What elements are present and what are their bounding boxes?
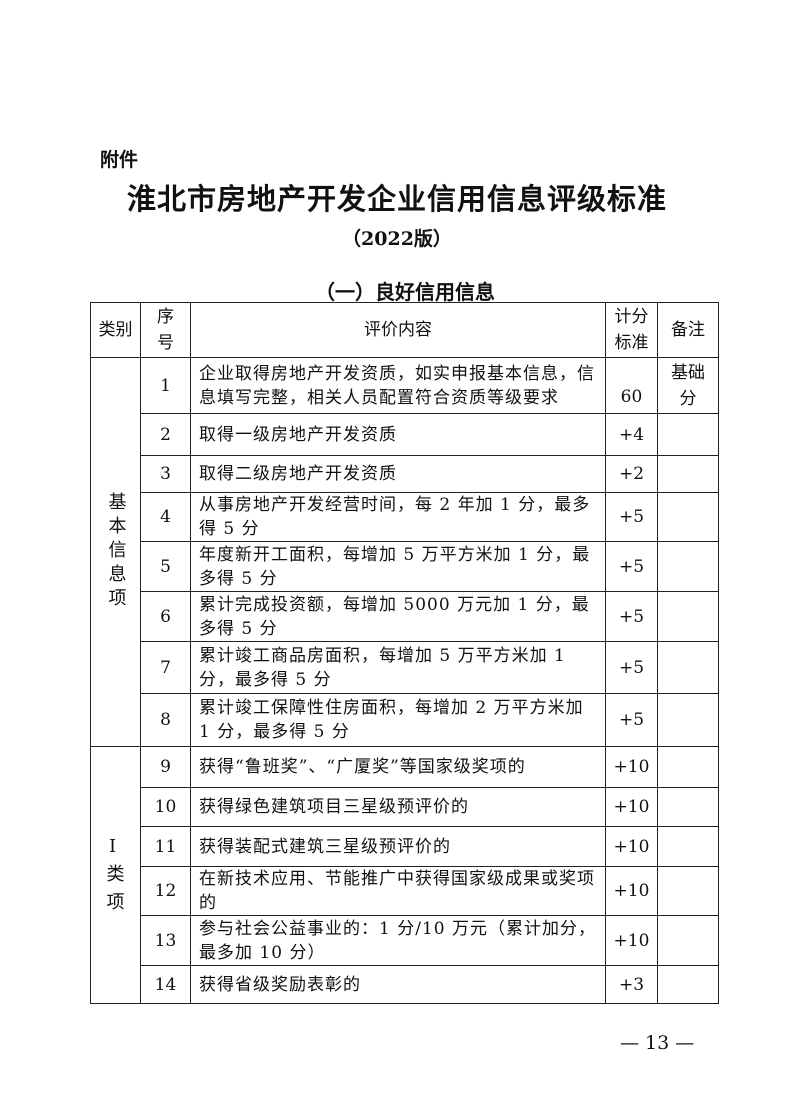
table-row: 13 参与社会公益事业的：1 分/10 万元（累计加分，最多加 10 分） +10 [91, 915, 719, 966]
seq-cell: 11 [140, 826, 191, 867]
note-cell [657, 541, 719, 592]
table-row: 10 获得绿色建筑项目三星级预评价的 +10 [91, 787, 719, 827]
table-row: 14 获得省级奖励表彰的 +3 [91, 965, 719, 1004]
table-row: 7 累计竣工商品房面积，每增加 5 万平方米加 1 分，最多得 5 分 +5 [91, 641, 719, 694]
score-cell: +10 [605, 746, 658, 788]
seq-cell: 4 [140, 492, 191, 542]
content-cell: 取得二级房地产开发资质 [190, 455, 606, 493]
seq-cell: 9 [140, 746, 191, 788]
note-cell [657, 413, 719, 456]
seq-cell: 10 [140, 787, 191, 827]
note-cell [657, 787, 719, 827]
note-cell [657, 492, 719, 542]
seq-cell: 7 [140, 641, 191, 694]
note-cell [657, 826, 719, 867]
note-cell [657, 746, 719, 788]
content-cell: 参与社会公益事业的：1 分/10 万元（累计加分，最多加 10 分） [190, 915, 606, 966]
category-cell: 基本信息项 [90, 357, 141, 747]
seq-cell: 3 [140, 455, 191, 493]
note-cell [657, 455, 719, 493]
header-note: 备注 [657, 302, 719, 358]
score-cell: +5 [605, 492, 658, 542]
content-cell: 企业取得房地产开发资质，如实申报基本信息，信息填写完整，相关人员配置符合资质等级… [190, 357, 606, 414]
content-cell: 累计完成投资额，每增加 5000 万元加 1 分，最多得 5 分 [190, 591, 606, 642]
score-cell: +10 [605, 826, 658, 867]
seq-cell: 5 [140, 541, 191, 592]
seq-cell: 14 [140, 965, 191, 1004]
content-cell: 累计竣工保障性住房面积，每增加 2 万平方米加 1 分，最多得 5 分 [190, 693, 606, 747]
header-category: 类别 [90, 302, 141, 358]
score-cell: +10 [605, 866, 658, 916]
table-row: 6 累计完成投资额，每增加 5000 万元加 1 分，最多得 5 分 +5 [91, 591, 719, 642]
header-content: 评价内容 [190, 302, 606, 358]
score-cell: 60 [605, 357, 658, 414]
table-row: 4 从事房地产开发经营时间，每 2 年加 1 分，最多得 5 分 +5 [91, 492, 719, 542]
score-cell: +5 [605, 591, 658, 642]
document-title: 淮北市房地产开发企业信用信息评级标准 [126, 182, 667, 216]
content-cell: 年度新开工面积，每增加 5 万平方米加 1 分，最多得 5 分 [190, 541, 606, 592]
rating-table: 类别 序号 评价内容 计分标准 备注 基本信息项 1 企业取得房地产开发资质，如实申… [90, 302, 719, 1004]
header-seq: 序号 [140, 302, 191, 358]
score-cell: +3 [605, 965, 658, 1004]
seq-cell: 12 [140, 866, 191, 916]
table-row: 5 年度新开工面积，每增加 5 万平方米加 1 分，最多得 5 分 +5 [91, 541, 719, 592]
content-cell: 累计竣工商品房面积，每增加 5 万平方米加 1 分，最多得 5 分 [190, 641, 606, 694]
table-row: 11 获得装配式建筑三星级预评价的 +10 [91, 826, 719, 867]
table-row: 8 累计竣工保障性住房面积，每增加 2 万平方米加 1 分，最多得 5 分 +5 [91, 693, 719, 747]
seq-cell: 13 [140, 915, 191, 966]
attachment-label: 附件 [100, 149, 139, 171]
seq-cell: 2 [140, 413, 191, 456]
table-row: 3 取得二级房地产开发资质 +2 [91, 455, 719, 493]
score-cell: +4 [605, 413, 658, 456]
note-cell [657, 591, 719, 642]
table-row: 2 取得一级房地产开发资质 +4 [91, 413, 719, 456]
note-cell [657, 915, 719, 966]
seq-cell: 8 [140, 693, 191, 747]
content-cell: 获得“鲁班奖”、“广厦奖”等国家级奖项的 [190, 746, 606, 788]
table-row: 12 在新技术应用、节能推广中获得国家级成果或奖项的 +10 [91, 866, 719, 916]
note-cell [657, 641, 719, 694]
section-heading: （一）良好信用信息 [315, 280, 495, 304]
table-row: I类项 9 获得“鲁班奖”、“广厦奖”等国家级奖项的 +10 [90, 746, 719, 1004]
score-cell: +10 [605, 915, 658, 966]
page-number: — 13 — [620, 1032, 695, 1054]
score-cell: +2 [605, 455, 658, 493]
seq-cell: 1 [140, 357, 191, 414]
content-cell: 获得绿色建筑项目三星级预评价的 [190, 787, 606, 827]
table-row: 基本信息项 1 企业取得房地产开发资质，如实申报基本信息，信息填写完整，相关人员配置… [90, 357, 719, 747]
table-header-row: 类别 序号 评价内容 计分标准 备注 [90, 302, 719, 358]
note-cell [657, 866, 719, 916]
content-cell: 获得装配式建筑三星级预评价的 [190, 826, 606, 867]
note-cell [657, 965, 719, 1004]
version-label: （2022版） [342, 228, 452, 250]
content-cell: 在新技术应用、节能推广中获得国家级成果或奖项的 [190, 866, 606, 916]
score-cell: +5 [605, 693, 658, 747]
content-cell: 获得省级奖励表彰的 [190, 965, 606, 1004]
header-score: 计分标准 [605, 302, 658, 358]
seq-cell: 6 [140, 591, 191, 642]
score-cell: +5 [605, 641, 658, 694]
note-cell [657, 693, 719, 747]
content-cell: 从事房地产开发经营时间，每 2 年加 1 分，最多得 5 分 [190, 492, 606, 542]
score-cell: +10 [605, 787, 658, 827]
score-cell: +5 [605, 541, 658, 592]
content-cell: 取得一级房地产开发资质 [190, 413, 606, 456]
category-cell: I类项 [90, 746, 141, 1004]
note-cell: 基础分 [657, 357, 719, 414]
